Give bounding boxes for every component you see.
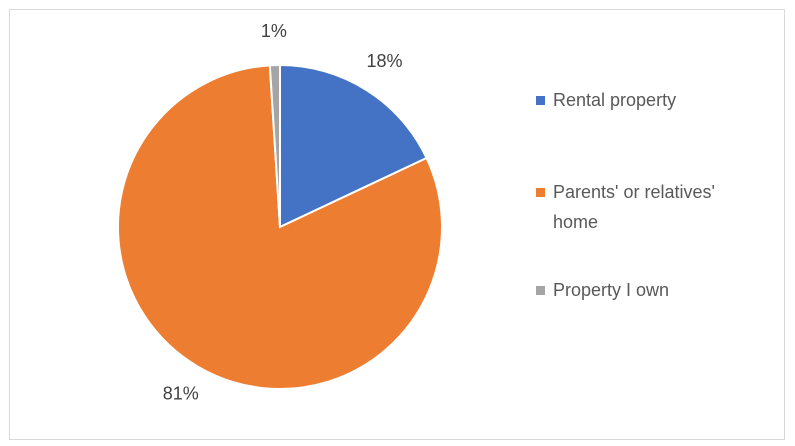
legend-item: Rental property — [536, 85, 721, 115]
legend-swatch — [536, 96, 545, 105]
legend-swatch — [536, 286, 545, 295]
legend-label: Property I own — [553, 280, 670, 300]
legend-item: Parents' or relatives' home — [536, 177, 721, 237]
legend-label: Parents' or relatives' home — [553, 182, 715, 232]
data-label: 1% — [261, 21, 287, 41]
pie-slice — [268, 63, 281, 228]
legend-swatch — [536, 188, 545, 197]
data-label: 18% — [366, 51, 402, 71]
data-label: 81% — [163, 384, 199, 404]
chart-border — [9, 9, 785, 440]
legend-item: Property I own — [536, 275, 721, 305]
legend-label: Rental property — [553, 90, 677, 110]
pie-slice — [117, 64, 443, 390]
pie-slice — [279, 63, 428, 229]
